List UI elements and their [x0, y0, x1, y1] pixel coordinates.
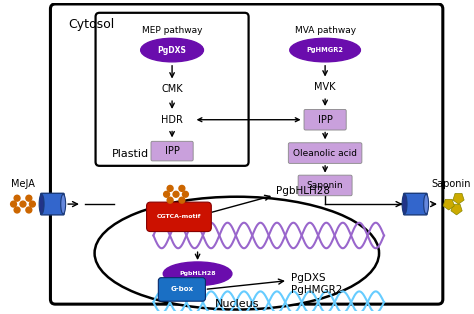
- FancyBboxPatch shape: [50, 4, 443, 304]
- FancyBboxPatch shape: [96, 13, 248, 166]
- Circle shape: [173, 191, 179, 197]
- Ellipse shape: [95, 197, 379, 310]
- Circle shape: [14, 195, 20, 201]
- Text: MVA pathway: MVA pathway: [294, 26, 356, 35]
- Ellipse shape: [141, 38, 203, 62]
- Text: PgHMGR2: PgHMGR2: [291, 285, 342, 295]
- Ellipse shape: [61, 194, 65, 214]
- Text: PgbHLH28: PgbHLH28: [276, 186, 330, 196]
- Circle shape: [164, 191, 170, 197]
- Text: HDR: HDR: [161, 115, 183, 125]
- Circle shape: [20, 201, 26, 207]
- Circle shape: [29, 201, 36, 207]
- Circle shape: [26, 207, 32, 213]
- Text: Saponin: Saponin: [431, 180, 470, 189]
- Text: PgHMGR2: PgHMGR2: [307, 47, 344, 53]
- Ellipse shape: [402, 194, 407, 214]
- Text: MeJA: MeJA: [11, 180, 35, 189]
- Ellipse shape: [290, 38, 360, 62]
- Ellipse shape: [424, 194, 428, 214]
- Circle shape: [179, 197, 185, 203]
- Text: CMK: CMK: [161, 84, 183, 94]
- FancyBboxPatch shape: [151, 141, 193, 161]
- Text: CGTCA-motif: CGTCA-motif: [157, 214, 201, 219]
- FancyBboxPatch shape: [158, 278, 205, 301]
- Text: IPP: IPP: [164, 146, 180, 156]
- Circle shape: [14, 207, 20, 213]
- FancyBboxPatch shape: [298, 175, 352, 196]
- Circle shape: [26, 195, 32, 201]
- Text: MEP pathway: MEP pathway: [142, 26, 202, 35]
- FancyBboxPatch shape: [288, 143, 362, 163]
- FancyBboxPatch shape: [403, 193, 427, 215]
- Ellipse shape: [39, 194, 44, 214]
- Circle shape: [10, 201, 17, 207]
- Ellipse shape: [163, 262, 232, 285]
- Circle shape: [182, 191, 188, 197]
- FancyBboxPatch shape: [304, 109, 346, 130]
- Text: IPP: IPP: [318, 115, 333, 125]
- FancyBboxPatch shape: [41, 193, 64, 215]
- Text: PgDXS: PgDXS: [291, 273, 325, 283]
- FancyBboxPatch shape: [146, 202, 211, 231]
- Text: Cytosol: Cytosol: [68, 18, 114, 31]
- Text: Oleanolic acid: Oleanolic acid: [293, 149, 357, 158]
- Text: PgbHLH28: PgbHLH28: [179, 271, 216, 276]
- Text: PgDXS: PgDXS: [158, 46, 186, 55]
- Text: Plastid: Plastid: [112, 149, 149, 159]
- Circle shape: [179, 186, 185, 191]
- Text: MVK: MVK: [314, 82, 336, 92]
- Text: G-box: G-box: [170, 286, 193, 292]
- Text: Nucleus: Nucleus: [215, 299, 259, 309]
- Circle shape: [167, 186, 173, 191]
- Text: Saponin: Saponin: [307, 181, 344, 190]
- Circle shape: [167, 197, 173, 203]
